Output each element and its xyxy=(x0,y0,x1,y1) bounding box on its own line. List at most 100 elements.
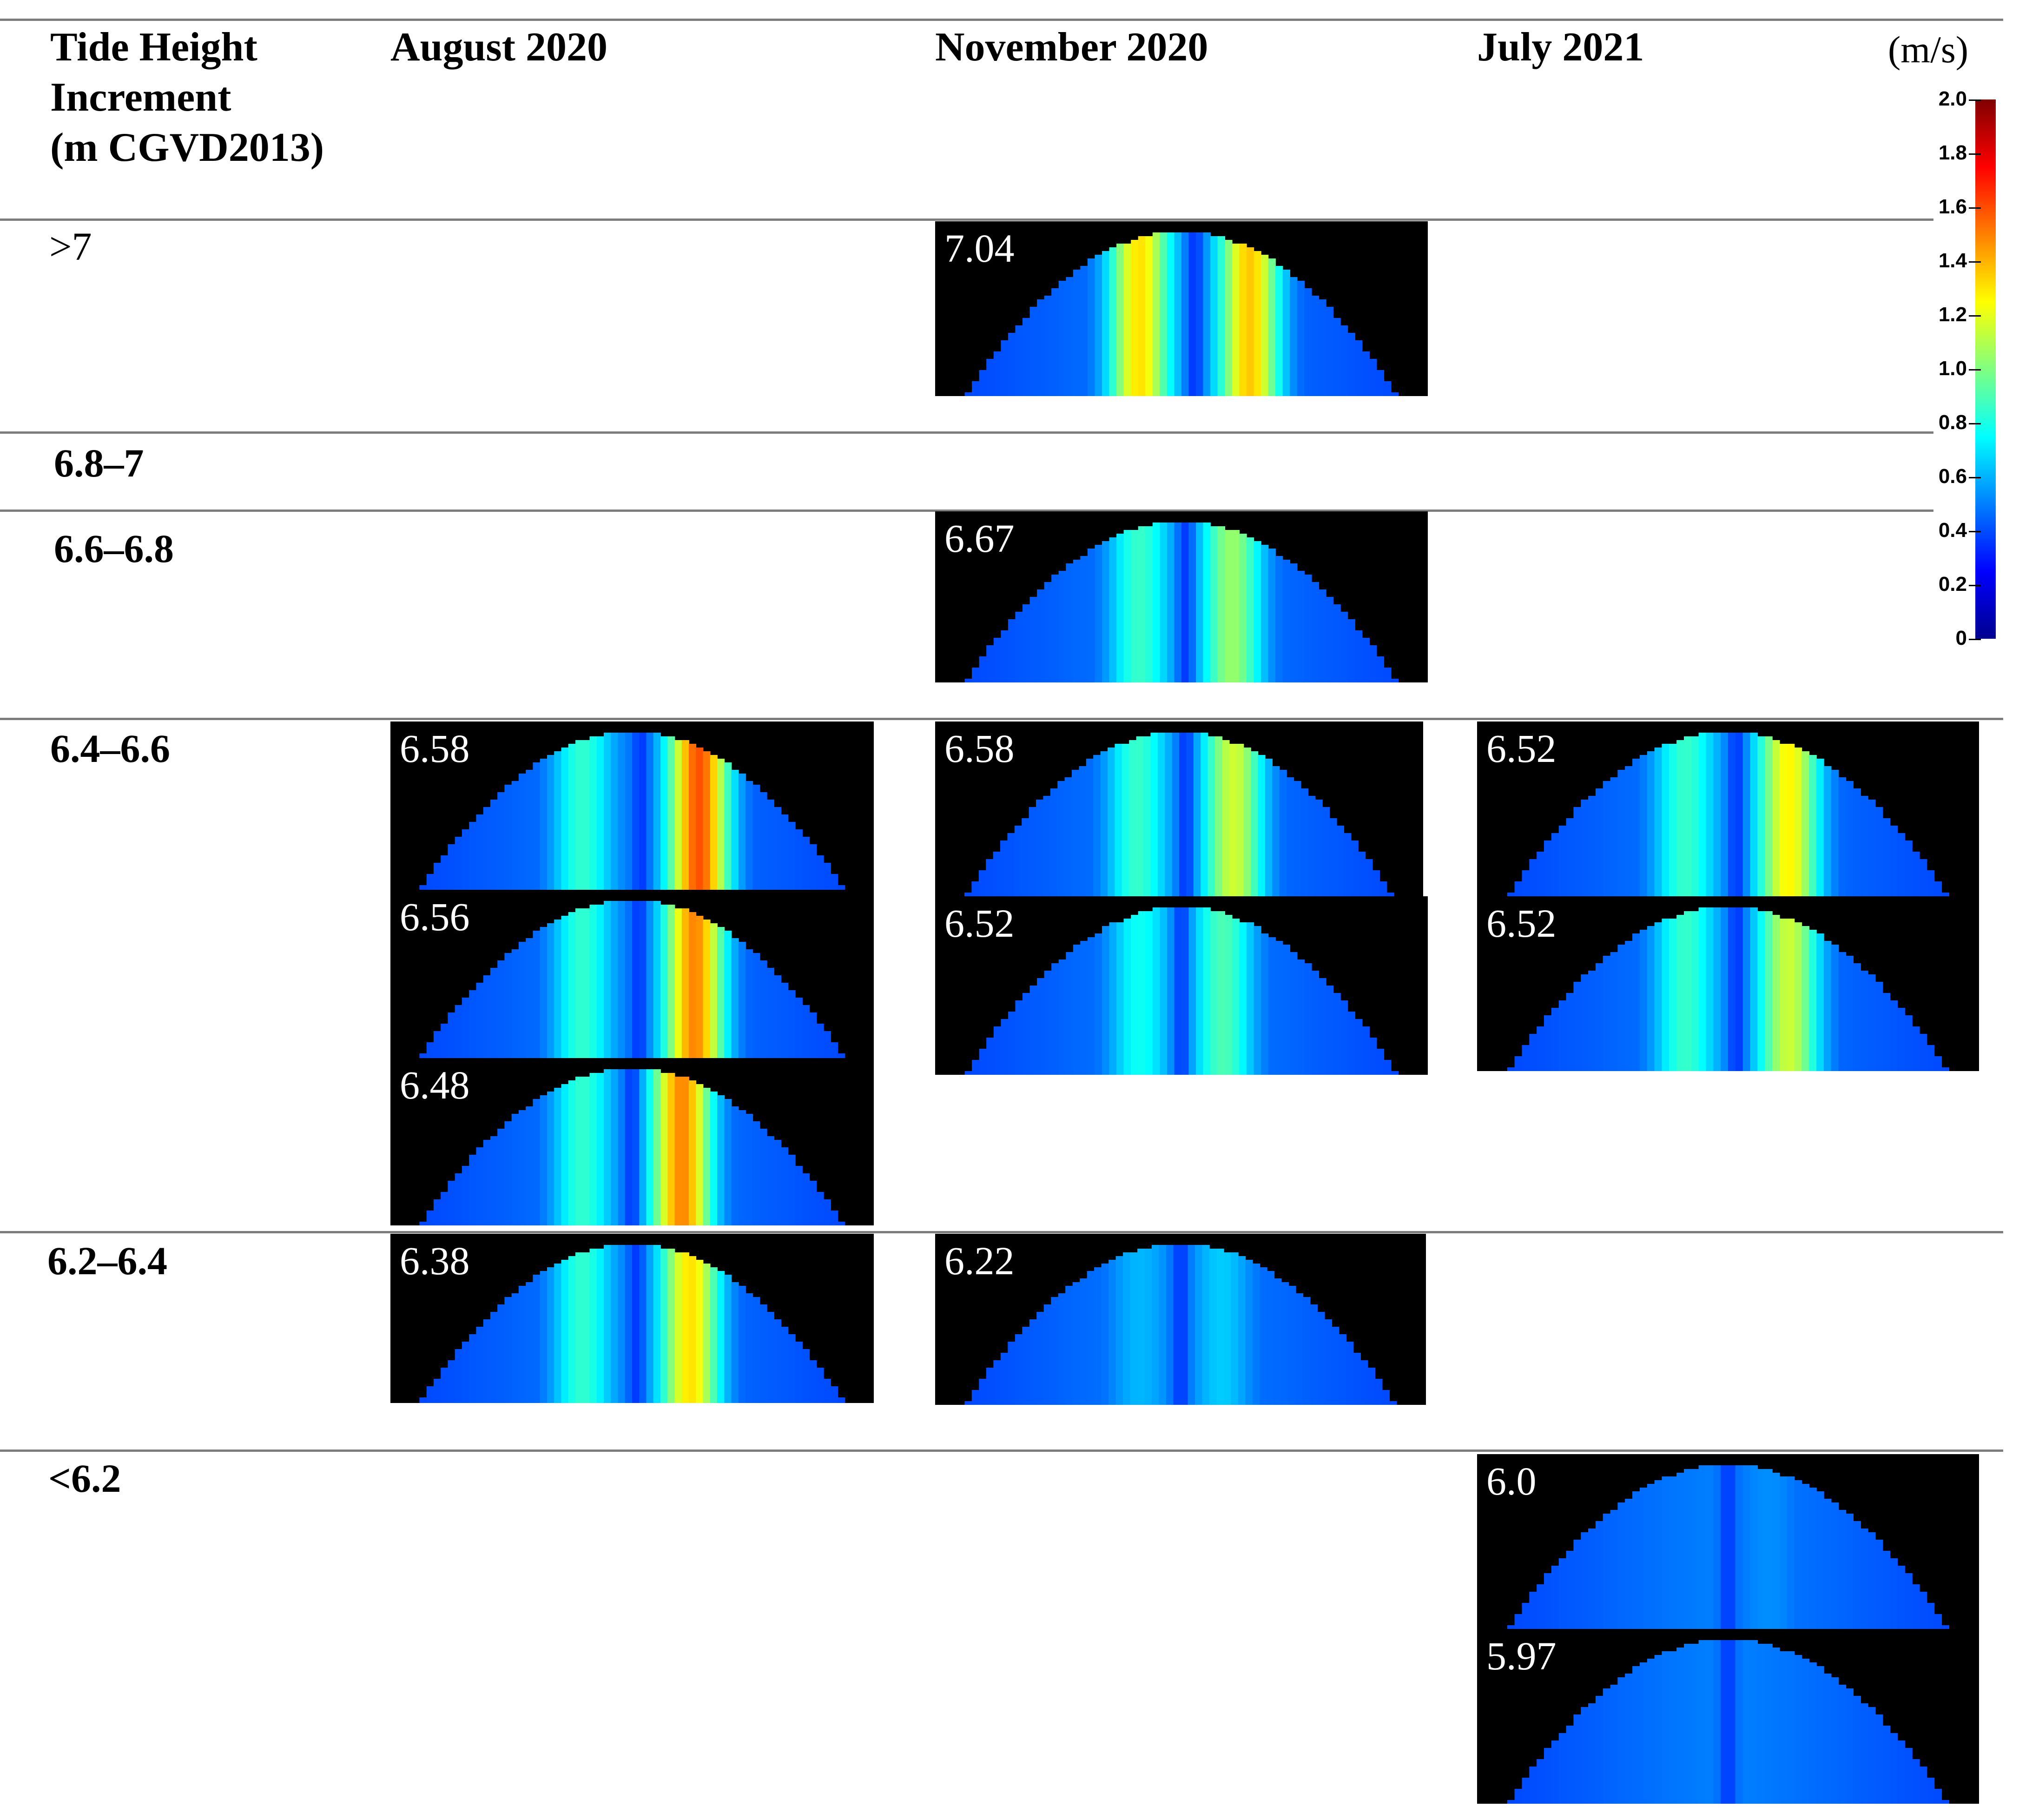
velocity-column xyxy=(681,908,689,1058)
velocity-column xyxy=(441,1024,449,1058)
velocity-column xyxy=(746,781,753,890)
velocity-column xyxy=(1831,1677,1839,1804)
velocity-column xyxy=(986,645,994,682)
colorbar-tick-mark xyxy=(1969,315,1981,317)
velocity-column xyxy=(1246,537,1254,682)
velocity-column xyxy=(1008,1342,1016,1405)
velocity-column xyxy=(646,901,654,1058)
velocity-column xyxy=(809,1181,817,1225)
velocity-column xyxy=(1310,1304,1318,1405)
velocity-column xyxy=(1093,755,1101,896)
velocity-column xyxy=(1588,1703,1596,1804)
velocity-column xyxy=(554,1264,562,1403)
velocity-column xyxy=(426,1042,434,1058)
velocity-column xyxy=(731,1106,739,1225)
colorbar-tick-mark xyxy=(1969,423,1981,424)
velocity-column xyxy=(1838,777,1847,896)
velocity-column xyxy=(1868,1707,1876,1804)
velocity-column xyxy=(476,1327,484,1403)
velocity-column xyxy=(1136,736,1144,896)
velocity-column xyxy=(674,740,682,890)
velocity-column xyxy=(1029,1319,1037,1405)
velocity-column xyxy=(1051,1297,1059,1405)
velocity-column xyxy=(1051,963,1059,1075)
velocity-column xyxy=(1868,974,1876,1071)
velocity-column xyxy=(582,1252,590,1403)
velocity-column xyxy=(964,1071,972,1075)
velocity-column xyxy=(1181,907,1189,1075)
velocity-column xyxy=(1225,530,1233,682)
velocity-column xyxy=(795,998,803,1058)
velocity-panel: 6.56 xyxy=(390,890,874,1058)
velocity-column xyxy=(1095,933,1102,1075)
velocity-column xyxy=(1195,1245,1203,1405)
velocity-column xyxy=(1537,1026,1544,1071)
velocity-column xyxy=(540,1095,548,1225)
velocity-column xyxy=(1123,919,1131,1075)
velocity-column xyxy=(554,1088,562,1225)
velocity-column xyxy=(971,1390,980,1405)
velocity-column xyxy=(1691,736,1699,896)
velocity-column xyxy=(1529,1592,1537,1629)
velocity-column xyxy=(561,916,569,1058)
velocity-column xyxy=(433,863,441,890)
velocity-column xyxy=(1202,1245,1210,1405)
colorbar-tick-label: 1.8 xyxy=(1938,141,1967,164)
velocity-column xyxy=(1750,1640,1758,1804)
velocity-column xyxy=(1514,1789,1523,1804)
velocity-column xyxy=(1152,232,1161,396)
velocity-column xyxy=(1507,1067,1515,1071)
panel-tide-height-label: 6.67 xyxy=(944,516,1015,561)
panel-tide-height-label: 6.52 xyxy=(1486,901,1557,946)
velocity-column xyxy=(1367,1368,1375,1405)
velocity-column xyxy=(547,923,555,1058)
velocity-column xyxy=(1735,1465,1743,1629)
velocity-column xyxy=(731,770,739,890)
velocity-column xyxy=(1022,818,1029,896)
velocity-column xyxy=(1001,630,1009,682)
velocity-column xyxy=(554,751,562,890)
velocity-column xyxy=(986,1038,994,1075)
velocity-column xyxy=(1108,1260,1116,1405)
velocity-column xyxy=(1109,537,1117,682)
velocity-column xyxy=(1897,833,1905,896)
velocity-column xyxy=(1875,1714,1883,1804)
velocity-column xyxy=(1254,926,1261,1075)
velocity-column xyxy=(419,885,427,890)
velocity-column xyxy=(1358,852,1366,896)
velocity-column xyxy=(1537,852,1544,896)
velocity-column xyxy=(1108,748,1115,896)
velocity-column xyxy=(646,1069,654,1225)
velocity-column xyxy=(1268,258,1276,396)
velocity-column xyxy=(1721,907,1729,1071)
velocity-column xyxy=(738,1286,746,1403)
velocity-column xyxy=(1254,541,1261,682)
velocity-column xyxy=(1391,392,1399,396)
velocity-column xyxy=(568,912,576,1058)
velocity-column xyxy=(469,822,477,890)
velocity-column xyxy=(1369,1038,1377,1075)
velocity-column xyxy=(1927,1045,1935,1071)
velocity-column xyxy=(1529,1767,1537,1804)
velocity-column xyxy=(1566,1551,1574,1629)
velocity-column xyxy=(448,1360,455,1403)
velocity-column xyxy=(1595,963,1603,1071)
velocity-column xyxy=(1094,1267,1102,1405)
velocity-column xyxy=(781,1327,789,1403)
velocity-column xyxy=(611,733,619,890)
velocity-column xyxy=(1282,270,1290,396)
velocity-column xyxy=(604,901,612,1058)
velocity-column xyxy=(1066,952,1074,1075)
velocity-column xyxy=(1008,333,1016,396)
velocity-column xyxy=(455,1005,462,1058)
velocity-column xyxy=(1023,993,1030,1075)
velocity-column xyxy=(1319,299,1326,396)
velocity-column xyxy=(1691,1469,1699,1629)
velocity-column xyxy=(568,744,576,890)
velocity-column xyxy=(1654,922,1663,1071)
velocity-column xyxy=(1317,1312,1325,1405)
velocity-column xyxy=(476,814,484,890)
velocity-column xyxy=(1846,1514,1854,1629)
velocity-column xyxy=(490,1136,498,1225)
velocity-column xyxy=(1173,1245,1181,1405)
